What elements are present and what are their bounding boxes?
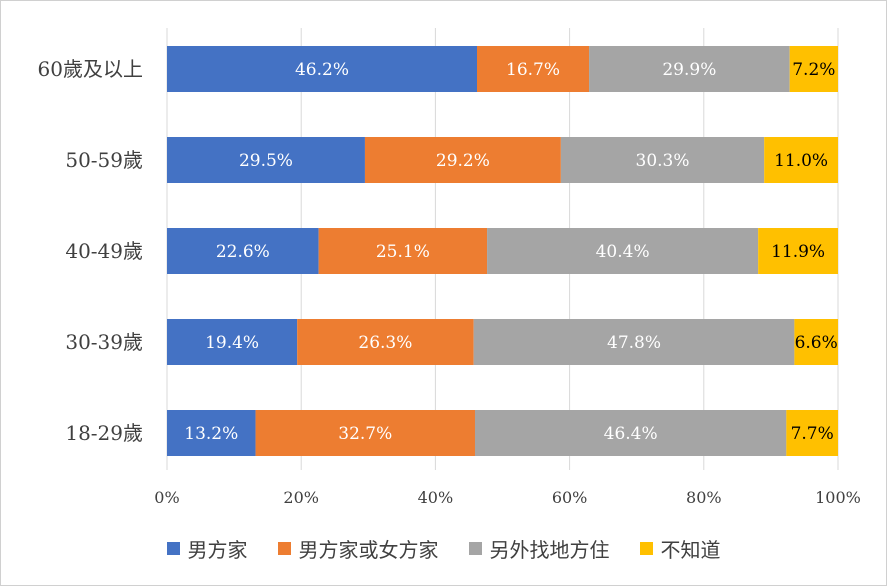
data-label: 40.4% — [596, 242, 650, 262]
data-label: 32.7% — [338, 424, 392, 444]
category-label: 50-59歲 — [65, 148, 143, 172]
legend-swatch — [468, 541, 482, 555]
bar-segment — [255, 410, 475, 456]
data-label: 19.4% — [205, 333, 259, 353]
bar-segment — [758, 228, 838, 274]
data-label: 13.2% — [184, 424, 238, 444]
data-label: 29.9% — [662, 60, 716, 80]
bar-segment — [786, 410, 838, 456]
data-label: 6.6% — [795, 333, 838, 353]
x-tick-label: 80% — [686, 488, 722, 507]
bar-segment — [167, 137, 365, 183]
category-label: 60歲及以上 — [38, 57, 143, 81]
x-tick-label: 100% — [815, 488, 861, 507]
legend-swatch — [166, 541, 180, 555]
bar-segment — [789, 46, 838, 92]
legend-label: 另外找地方住 — [489, 537, 610, 562]
bar-segment — [364, 137, 561, 183]
bar-segment — [560, 137, 765, 183]
bar-segment — [474, 410, 787, 456]
bar-segment — [167, 46, 478, 92]
bar-segment — [764, 137, 838, 183]
x-tick-label: 60% — [552, 488, 588, 507]
data-label: 7.2% — [792, 60, 835, 80]
data-label: 7.7% — [791, 424, 834, 444]
bar-segment — [297, 319, 474, 365]
x-tick-label: 20% — [283, 488, 319, 507]
legend-entry: 不知道 — [639, 534, 721, 563]
legend-entry: 男方家或女方家 — [277, 534, 439, 563]
data-label: 47.8% — [607, 333, 661, 353]
legend-entry: 男方家 — [166, 534, 248, 563]
category-label: 30-39歲 — [65, 330, 143, 354]
legend-swatch — [639, 541, 653, 555]
legend-swatch — [277, 541, 291, 555]
chart-legend: 男方家 男方家或女方家 另外找地方住 不知道 — [0, 532, 887, 564]
bar-segment — [167, 228, 319, 274]
bar-segment — [477, 46, 590, 92]
legend-label: 男方家 — [187, 537, 248, 562]
data-label: 29.2% — [436, 151, 490, 171]
data-label: 11.0% — [774, 151, 828, 171]
data-label: 16.7% — [506, 60, 560, 80]
data-label: 25.1% — [376, 242, 430, 262]
bar-segment — [794, 319, 838, 365]
data-label: 46.4% — [604, 424, 658, 444]
x-tick-label: 0% — [154, 488, 179, 507]
bar-segment — [487, 228, 759, 274]
legend-entry: 另外找地方住 — [468, 534, 610, 563]
data-label: 30.3% — [636, 151, 690, 171]
data-label: 46.2% — [295, 60, 349, 80]
bar-segment — [473, 319, 795, 365]
legend-label: 不知道 — [660, 537, 721, 562]
bar-segment — [167, 410, 256, 456]
legend-label: 男方家或女方家 — [298, 537, 439, 562]
data-label: 26.3% — [358, 333, 412, 353]
data-label: 11.9% — [771, 242, 825, 262]
bar-segment — [589, 46, 790, 92]
data-label: 22.6% — [216, 242, 270, 262]
bar-segment — [167, 319, 298, 365]
bar-segment — [318, 228, 488, 274]
data-label: 29.5% — [239, 151, 293, 171]
x-tick-label: 40% — [418, 488, 454, 507]
category-label: 18-29歲 — [65, 421, 143, 445]
category-label: 40-49歲 — [65, 239, 143, 263]
